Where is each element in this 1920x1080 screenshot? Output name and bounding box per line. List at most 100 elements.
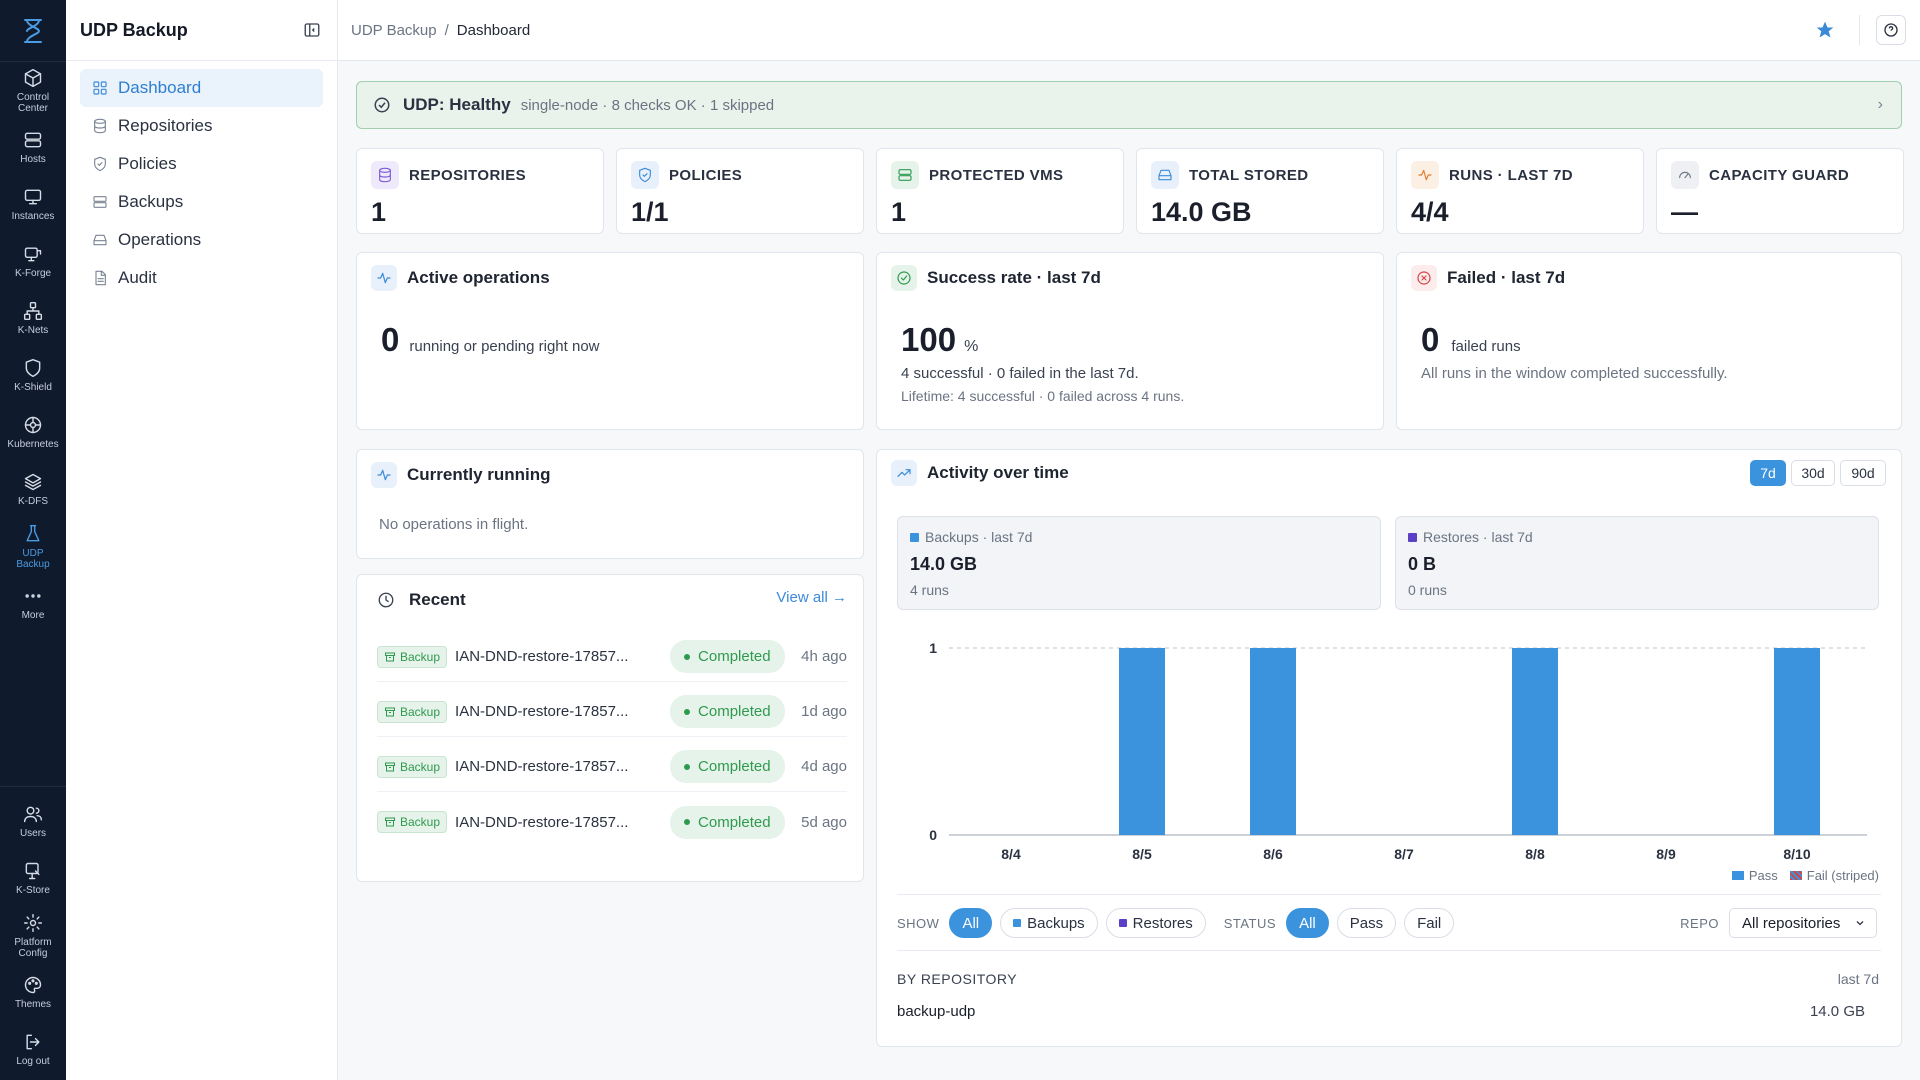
gauge-icon	[1671, 161, 1699, 189]
rail-label: Users	[19, 828, 47, 839]
sidebar-item-backups[interactable]: Backups	[80, 183, 323, 221]
helm-icon	[24, 416, 42, 434]
status-label: Completed	[698, 648, 771, 665]
rail-item-users[interactable]: Users	[0, 793, 66, 850]
rail-item-k-dfs[interactable]: K-DFS	[0, 461, 66, 518]
sidebar-item-dashboard[interactable]: Dashboard	[80, 69, 323, 107]
card-title: Currently running	[407, 465, 551, 484]
repository-name: backup-udp	[897, 1003, 976, 1020]
sidebar-item-policies[interactable]: Policies	[80, 145, 323, 183]
collapse-sidebar-button[interactable]	[301, 19, 323, 41]
sidebar-item-label: Repositories	[118, 116, 213, 135]
x-tick-label: 8/6	[1263, 846, 1283, 862]
type-badge: Backup	[377, 755, 448, 778]
rail-item-platform-config[interactable]: Platform Config	[0, 907, 66, 964]
recent-row[interactable]: Backup IAN-DND-restore-17857... Complete…	[377, 632, 847, 682]
sidebar-item-audit[interactable]: Audit	[80, 259, 323, 297]
active-operations-text: running or pending right now	[409, 338, 600, 355]
recent-row[interactable]: Backup IAN-DND-restore-17857... Complete…	[377, 797, 847, 847]
rail-item-k-forge[interactable]: K-Forge	[0, 233, 66, 290]
trending-up-icon	[891, 460, 917, 486]
status-all-filter[interactable]: All	[1286, 908, 1329, 938]
main-content: UDP: Healthy single-node · 8 checks OK ·…	[338, 61, 1920, 1080]
backups-swatch	[1013, 919, 1022, 927]
range-7d-button[interactable]: 7d	[1750, 460, 1786, 486]
rail-item-control-center[interactable]: Control Center	[0, 62, 66, 119]
success-lifetime: Lifetime: 4 successful · 0 failed across…	[901, 388, 1185, 404]
rail-item-hosts[interactable]: Hosts	[0, 119, 66, 176]
rail-item-themes[interactable]: Themes	[0, 964, 66, 1021]
x-tick-label: 8/10	[1783, 846, 1810, 862]
summary-label: Backups · last 7d	[925, 529, 1033, 545]
help-button[interactable]	[1876, 15, 1906, 45]
rail-item-udp-backup[interactable]: UDP Backup	[0, 518, 66, 575]
legend-fail-label: Fail (striped)	[1806, 868, 1879, 883]
archive-icon	[385, 652, 395, 661]
rail-label: K-Nets	[17, 325, 49, 336]
repo-select[interactable]: All repositories	[1729, 908, 1877, 938]
recent-row[interactable]: Backup IAN-DND-restore-17857... Complete…	[377, 742, 847, 792]
breadcrumb-root-link[interactable]: UDP Backup	[351, 21, 437, 39]
status-pass-filter[interactable]: Pass	[1336, 908, 1397, 938]
stat-card-capacity-guard[interactable]: CAPACITY GUARD —	[1656, 148, 1904, 234]
backups-swatch	[910, 533, 919, 542]
rail-item-k-store[interactable]: K-Store	[0, 850, 66, 907]
operation-name: IAN-DND-restore-17857...	[455, 703, 629, 720]
breadcrumb-separator: /	[444, 21, 449, 39]
range-90d-button[interactable]: 90d	[1840, 460, 1886, 486]
archive-icon	[385, 817, 395, 827]
favorite-button[interactable]	[1811, 16, 1839, 44]
status-badge: Completed	[670, 640, 785, 673]
restores-summary: Restores · last 7d 0 B 0 runs	[1395, 516, 1879, 610]
recent-row[interactable]: Backup IAN-DND-restore-17857... Complete…	[377, 687, 847, 737]
timestamp: 5d ago	[801, 813, 847, 831]
sidebar-title: UDP Backup	[80, 19, 188, 40]
gear-icon	[23, 913, 43, 932]
rail-item-instances[interactable]: Instances	[0, 176, 66, 233]
health-subtitle: single-node · 8 checks OK · 1 skipped	[520, 96, 775, 114]
summary-value: 14.0 GB	[910, 554, 978, 574]
shield-check-icon	[94, 156, 106, 172]
rail-label: Platform Config	[14, 936, 52, 959]
stat-card-repositories[interactable]: REPOSITORIES 1	[356, 148, 604, 234]
stat-label: POLICIES	[669, 166, 743, 184]
rail-label: K-Forge	[14, 268, 52, 279]
stat-card-total-stored[interactable]: TOTAL STORED 14.0 GB	[1136, 148, 1384, 234]
sidebar-item-repositories[interactable]: Repositories	[80, 107, 323, 145]
health-title: UDP: Healthy	[403, 95, 511, 114]
y-tick-label: 1	[929, 640, 937, 656]
legend-pass-label: Pass	[1748, 868, 1778, 883]
status-fail-filter[interactable]: Fail	[1404, 908, 1455, 938]
rail-item-kubernetes[interactable]: Kubernetes	[0, 404, 66, 461]
stat-label: RUNS · LAST 7D	[1449, 166, 1573, 184]
filter-label: Backups	[1027, 914, 1085, 932]
dashboard-icon	[93, 81, 107, 95]
check-circle-icon	[891, 265, 917, 291]
rail-item-k-nets[interactable]: K-Nets	[0, 290, 66, 347]
rail-item-k-shield[interactable]: K-Shield	[0, 347, 66, 404]
stat-card-runs[interactable]: RUNS · LAST 7D 4/4	[1396, 148, 1644, 234]
server-icon	[24, 132, 42, 148]
hourglass-logo-icon	[24, 18, 42, 43]
stat-label: CAPACITY GUARD	[1709, 166, 1850, 184]
sidebar-item-operations[interactable]: Operations	[80, 221, 323, 259]
rail-item-more[interactable]: More	[0, 575, 66, 632]
app-logo[interactable]	[0, 0, 66, 62]
failed-count: 0	[1421, 321, 1440, 358]
health-banner[interactable]: UDP: Healthy single-node · 8 checks OK ·…	[356, 81, 1902, 129]
timestamp: 4h ago	[801, 648, 847, 665]
check-circle-icon	[374, 97, 390, 113]
database-icon	[94, 118, 106, 134]
rail-label: Themes	[14, 999, 52, 1010]
view-all-link[interactable]: View all →	[776, 589, 847, 606]
range-30d-button[interactable]: 30d	[1791, 460, 1835, 486]
stat-card-protected-vms[interactable]: PROTECTED VMS 1	[876, 148, 1124, 234]
show-backups-filter[interactable]: Backups	[1000, 908, 1098, 938]
rail-item-log-out[interactable]: Log out	[0, 1021, 66, 1078]
activity-chart: 0 1 8/4 8/5 8/6 8/7 8/8 8/9 8/10	[929, 640, 1867, 862]
show-restores-filter[interactable]: Restores	[1105, 908, 1206, 938]
card-title: Success rate · last 7d	[927, 268, 1101, 287]
stat-value: 1	[371, 197, 387, 227]
show-all-filter[interactable]: All	[949, 908, 993, 938]
stat-card-policies[interactable]: POLICIES 1/1	[616, 148, 864, 234]
